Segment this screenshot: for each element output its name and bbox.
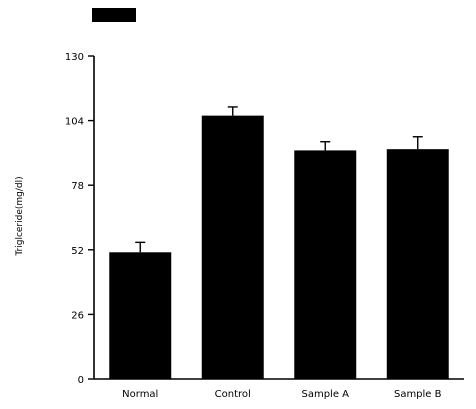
x-tick-label: Sample B: [394, 389, 442, 400]
bar: [294, 150, 357, 379]
bars: [109, 106, 449, 379]
x-tick-label: Control: [215, 389, 251, 400]
y-tick-label: 104: [65, 117, 84, 128]
bar: [109, 252, 172, 379]
y-axis-label: Triglceride(mg/dl): [15, 176, 25, 256]
y-tick-label: 0: [78, 375, 84, 386]
bar: [201, 115, 264, 379]
bar: [386, 149, 449, 379]
legend-swatch: [92, 8, 136, 22]
y-tick-label: 26: [71, 310, 84, 321]
x-tick-label: Normal: [122, 389, 158, 400]
y-tick-label: 78: [71, 181, 84, 192]
y-tick-label: 130: [65, 52, 84, 63]
x-tick-label: Sample A: [301, 389, 349, 400]
y-tick-label: 52: [71, 246, 84, 257]
labels: 0 26 52 78 104 130 Normal Control Sample A Sample…: [65, 52, 442, 400]
